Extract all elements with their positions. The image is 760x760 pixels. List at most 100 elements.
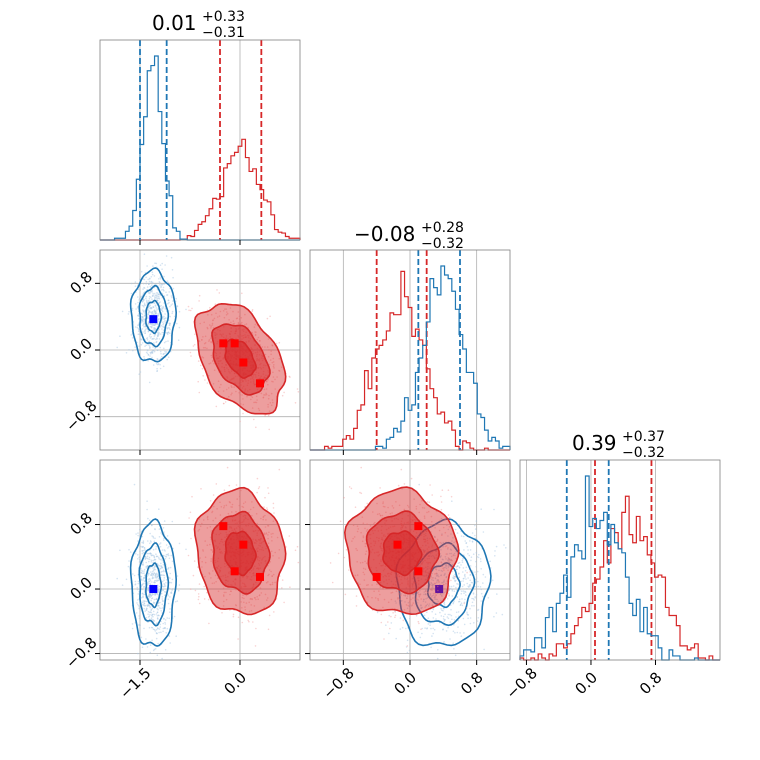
- hist-p2: [519, 459, 721, 661]
- blue-sample-point: [164, 555, 167, 558]
- blue-sample-point: [168, 301, 170, 304]
- blue-sample-point: [146, 508, 148, 511]
- blue-sample-point: [159, 264, 162, 266]
- blue-sample-point: [493, 615, 495, 618]
- red-sample-point: [360, 466, 362, 469]
- blue-sample-point: [495, 612, 498, 614]
- red-sample-point: [240, 403, 242, 405]
- blue-sample-point: [138, 297, 141, 300]
- red-sample-point: [211, 510, 214, 513]
- blue-sample-point: [477, 585, 479, 588]
- blue-sample-point: [160, 352, 162, 355]
- blue-sample-point: [137, 652, 139, 655]
- blue-sample-point: [155, 637, 158, 640]
- title-p0-value: 0.01: [152, 11, 197, 35]
- blue-sample-point: [151, 298, 153, 300]
- blue-sample-point: [159, 333, 162, 335]
- blue-sample-point: [162, 305, 164, 308]
- red-sample-point: [343, 496, 345, 499]
- blue-sample-point: [489, 560, 491, 563]
- blue-sample-point: [137, 554, 139, 556]
- red-sample-point: [256, 399, 258, 401]
- blue-sample-point: [160, 566, 163, 569]
- blue-sample-point: [145, 567, 148, 569]
- red-sample-point: [267, 414, 270, 417]
- blue-sample-point: [165, 544, 168, 546]
- blue-sample-point: [147, 581, 149, 584]
- red-marker: [239, 540, 248, 549]
- blue-sample-point: [464, 576, 466, 578]
- red-sample-point: [189, 511, 192, 514]
- red-sample-point: [278, 549, 281, 551]
- red-sample-point: [237, 616, 240, 619]
- blue-histogram-p0: [100, 55, 300, 241]
- red-sample-point: [268, 394, 270, 397]
- red-sample-point: [225, 314, 228, 316]
- blue-sample-point: [140, 584, 143, 587]
- blue-sample-point: [137, 540, 139, 542]
- blue-sample-point: [167, 567, 170, 569]
- blue-sample-point: [162, 555, 165, 557]
- blue-sample-point: [140, 567, 142, 570]
- blue-sample-point: [125, 578, 128, 581]
- blue-sample-point: [476, 570, 479, 573]
- blue-sample-point: [437, 649, 439, 651]
- blue-sample-point: [141, 563, 144, 566]
- blue-sample-point: [166, 617, 168, 619]
- red-sample-point: [189, 309, 192, 312]
- blue-sample-point: [152, 567, 154, 569]
- blue-sample-point: [154, 305, 157, 307]
- blue-sample-point: [418, 483, 420, 486]
- blue-sample-point: [158, 628, 161, 630]
- blue-sample-point: [169, 332, 171, 334]
- blue-sample-point: [158, 585, 161, 588]
- blue-sample-point: [503, 544, 505, 546]
- blue-sample-point: [152, 577, 155, 579]
- blue-sample-point: [155, 262, 158, 265]
- red-sample-point: [417, 620, 420, 623]
- red-sample-point: [206, 527, 209, 529]
- blue-sample-point: [149, 644, 152, 646]
- blue-sample-point: [162, 600, 164, 603]
- blue-sample-point: [162, 570, 165, 573]
- red-sample-point: [255, 401, 258, 404]
- blue-sample-point: [157, 315, 160, 317]
- red-sample-point: [257, 407, 260, 410]
- blue-sample-point: [462, 558, 464, 560]
- red-sample-point: [225, 308, 228, 310]
- blue-sample-point: [465, 566, 468, 569]
- red-sample-point: [271, 399, 274, 401]
- blue-sample-point: [465, 542, 468, 544]
- blue-sample-point: [142, 282, 145, 285]
- red-sample-point: [210, 354, 213, 357]
- blue-sample-point: [172, 300, 174, 302]
- title-p2: 0.39 +0.37 −0.32: [572, 429, 665, 461]
- red-sample-point: [288, 375, 291, 378]
- blue-sample-point: [161, 268, 163, 270]
- red-sample-point: [267, 492, 270, 495]
- blue-sample-point: [145, 617, 148, 619]
- red-sample-point: [212, 359, 214, 362]
- blue-sample-point: [152, 324, 154, 326]
- blue-sample-point: [459, 632, 461, 634]
- blue-sample-point: [142, 310, 145, 313]
- red-sample-point: [239, 420, 241, 423]
- red-sample-point: [235, 510, 237, 513]
- blue-sample-point: [157, 333, 160, 335]
- red-sample-point: [281, 394, 284, 397]
- blue-sample-point: [137, 305, 139, 308]
- red-sample-point: [238, 495, 241, 498]
- blue-sample-point: [154, 528, 156, 531]
- blue-sample-point: [163, 347, 165, 350]
- blue-sample-point: [442, 628, 444, 631]
- blue-sample-point: [151, 577, 154, 580]
- red-sample-point: [267, 403, 269, 406]
- blue-sample-point: [501, 613, 504, 616]
- blue-sample-point: [170, 554, 172, 557]
- blue-sample-point: [151, 614, 153, 616]
- blue-sample-point: [144, 555, 147, 558]
- red-sample-point: [264, 514, 266, 517]
- blue-sample-point: [145, 297, 147, 300]
- blue-sample-point: [159, 363, 161, 366]
- red-sample-point: [380, 613, 383, 616]
